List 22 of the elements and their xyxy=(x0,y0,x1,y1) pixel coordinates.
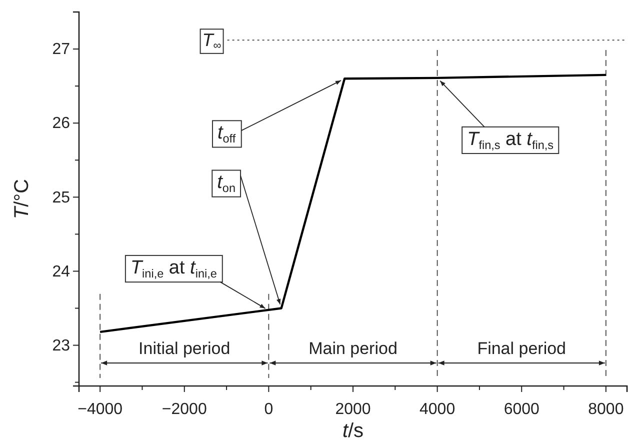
annotation: T$_{ini,e}$ at t$_{ini,e}$ xyxy=(130,257,218,280)
x-tick-label: 6000 xyxy=(504,401,540,418)
x-axis-title: t/s xyxy=(342,420,364,442)
annotation: Main period xyxy=(308,339,398,358)
x-tick-label: 0 xyxy=(264,401,274,418)
x-tick-label: 4000 xyxy=(420,401,456,418)
annotation: t$_{on}$ xyxy=(217,172,236,195)
line-series xyxy=(98,74,608,334)
y-tick-label: 26 xyxy=(52,115,70,132)
x-tick-label: −2000 xyxy=(162,401,207,418)
y-tick-label: 23 xyxy=(52,337,70,354)
annotation: Final period xyxy=(477,339,566,358)
annotation: Initial period xyxy=(138,339,230,358)
y-tick-label: 27 xyxy=(52,41,70,58)
x-tick-label: 2000 xyxy=(335,401,371,418)
y-axis-title: T/°C xyxy=(11,178,33,220)
y-tick-label: 24 xyxy=(52,263,70,280)
x-tick-label: 8000 xyxy=(588,401,624,418)
annotation: T$_{fin,s}$ at t$_{fin,s}$ xyxy=(467,128,554,152)
x-tick-label: −4000 xyxy=(78,401,123,418)
annotation: t$_{off}$ xyxy=(217,122,236,146)
y-tick-label: 25 xyxy=(52,189,70,206)
